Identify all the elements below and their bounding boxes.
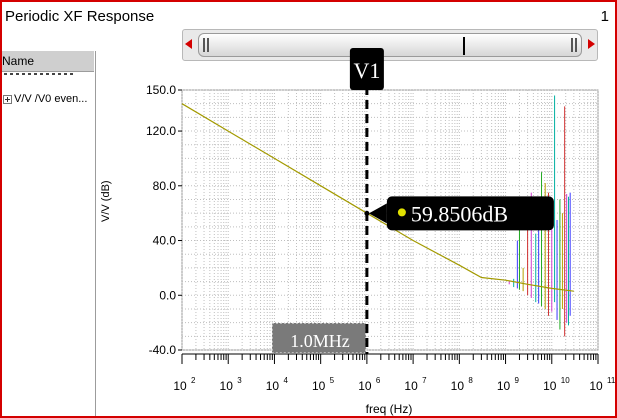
cursor-value-label: 59.8506dB xyxy=(411,201,508,226)
cursor-name-tag xyxy=(349,48,384,90)
x-tick-exponent: 9 xyxy=(515,376,520,385)
sidebar-item-signal[interactable]: V/V /V0 even... xyxy=(3,93,87,105)
x-tick-exponent: 10 xyxy=(561,376,570,385)
x-axis-label: freq (Hz) xyxy=(366,402,413,416)
y-tick-label: 0.0 xyxy=(159,288,176,302)
window-number: 1 xyxy=(600,8,609,25)
plus-box-icon[interactable] xyxy=(3,94,12,104)
cursor-name-label: V1 xyxy=(353,58,380,83)
sidebar-header[interactable]: Name xyxy=(2,51,94,72)
x-tick-label: 10 xyxy=(312,379,326,393)
cursor-x-label: 1.0MHz xyxy=(290,331,350,351)
x-tick-exponent: 11 xyxy=(607,376,615,385)
grip-left-icon-2[interactable] xyxy=(207,38,209,52)
x-tick-exponent: 4 xyxy=(283,376,288,385)
grip-right-icon-2[interactable] xyxy=(575,38,577,52)
sidebar-divider[interactable] xyxy=(95,51,96,416)
x-tick-exponent: 8 xyxy=(468,376,473,385)
x-tick-label: 10 xyxy=(451,379,465,393)
x-tick-label: 10 xyxy=(358,379,372,393)
x-tick-exponent: 3 xyxy=(237,376,242,385)
scroll-thumb[interactable] xyxy=(198,33,582,57)
x-tick-exponent: 5 xyxy=(330,376,335,385)
x-tick-label: 10 xyxy=(220,379,234,393)
grip-right-icon[interactable] xyxy=(571,38,573,52)
x-tick-label: 10 xyxy=(266,379,280,393)
y-tick-label: -40.0 xyxy=(149,343,177,357)
y-tick-label: 120.0 xyxy=(146,124,176,138)
x-tick-exponent: 7 xyxy=(422,376,427,385)
arrow-left-icon[interactable] xyxy=(185,39,192,49)
x-tick-label: 10 xyxy=(173,379,187,393)
callout-box xyxy=(386,196,554,231)
arrow-right-icon[interactable] xyxy=(588,39,595,49)
marker-dot-icon xyxy=(397,208,406,217)
grip-left-icon[interactable] xyxy=(203,38,205,52)
sidebar-item-label: V/V /V0 even... xyxy=(14,93,88,105)
y-tick-label: 80.0 xyxy=(153,179,177,193)
scroll-position-marker xyxy=(463,37,465,55)
x-tick-label: 10 xyxy=(404,379,418,393)
series-line xyxy=(181,103,574,292)
sidebar-clipped-row xyxy=(4,73,94,79)
y-tick-label: 150.0 xyxy=(146,83,176,97)
x-tick-label: 10 xyxy=(589,379,603,393)
x-tick-label: 10 xyxy=(497,379,511,393)
horizontal-scrollbar[interactable] xyxy=(182,29,598,61)
window-title: Periodic XF Response xyxy=(5,8,155,25)
x-tick-exponent: 2 xyxy=(191,376,196,385)
callout-pointer xyxy=(368,203,387,224)
x-tick-exponent: 6 xyxy=(376,376,381,385)
cursor-marker-point xyxy=(364,210,370,216)
x-tick-label: 10 xyxy=(543,379,557,393)
y-tick-label: 40.0 xyxy=(153,234,177,248)
